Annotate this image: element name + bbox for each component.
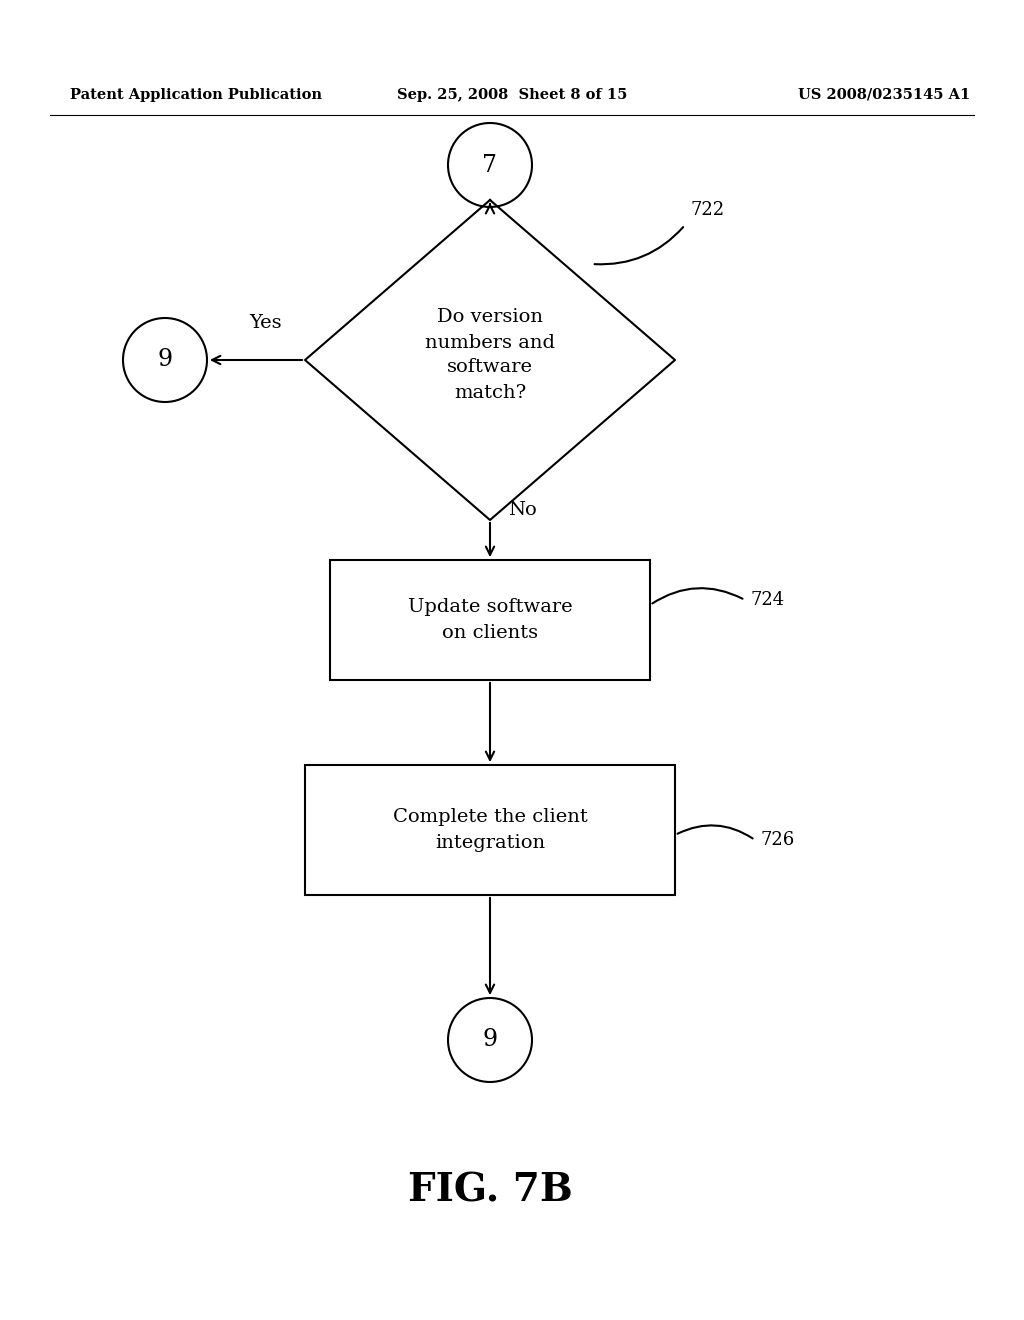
Text: US 2008/0235145 A1: US 2008/0235145 A1 [798, 88, 970, 102]
Text: 7: 7 [482, 153, 498, 177]
Text: Sep. 25, 2008  Sheet 8 of 15: Sep. 25, 2008 Sheet 8 of 15 [397, 88, 627, 102]
Text: Patent Application Publication: Patent Application Publication [70, 88, 322, 102]
Bar [330, 560, 650, 680]
Text: 9: 9 [158, 348, 173, 371]
Bar [305, 766, 675, 895]
Text: Complete the client
integration: Complete the client integration [392, 808, 588, 851]
Text: 726: 726 [760, 832, 795, 849]
Text: Yes: Yes [250, 314, 283, 333]
Text: 9: 9 [482, 1028, 498, 1052]
Text: 724: 724 [750, 591, 784, 609]
Text: FIG. 7B: FIG. 7B [408, 1171, 572, 1209]
Text: No: No [508, 502, 537, 519]
Circle shape [449, 123, 532, 207]
Circle shape [123, 318, 207, 403]
Circle shape [449, 998, 532, 1082]
Text: Update software
on clients: Update software on clients [408, 598, 572, 642]
Text: 722: 722 [690, 201, 724, 219]
Text: Do version
numbers and
software
match?: Do version numbers and software match? [425, 309, 555, 401]
